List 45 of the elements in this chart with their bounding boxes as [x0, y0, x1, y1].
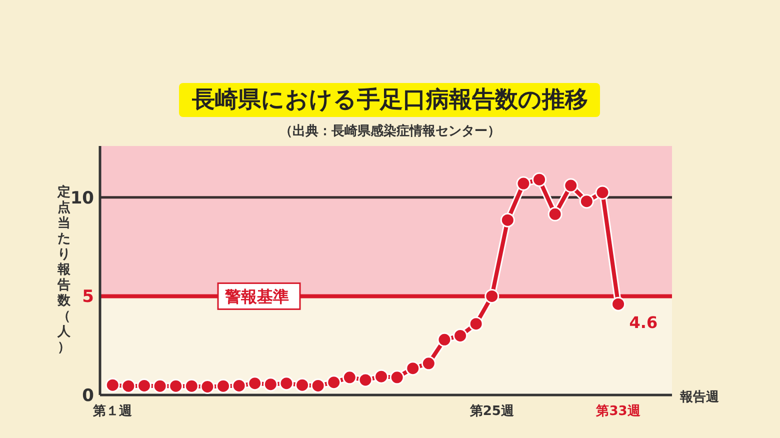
point: [595, 185, 610, 200]
point: [295, 378, 310, 392]
point: [406, 361, 420, 376]
point: [500, 212, 515, 228]
point: [358, 372, 373, 388]
point: [516, 176, 531, 191]
y-tick-label: 10: [70, 188, 94, 208]
point: [374, 369, 389, 384]
point: [564, 178, 578, 193]
text: 定点当たり報告数（人）: [58, 185, 70, 355]
point: [484, 288, 500, 304]
point: [468, 316, 484, 332]
x-axis-title: 報告週: [679, 389, 720, 405]
point: [121, 378, 136, 394]
annotation: 4.6: [629, 313, 658, 332]
x-tick-label: 第１週: [92, 404, 134, 419]
point: [279, 376, 294, 391]
point: [579, 194, 594, 209]
x-tick-label: 第25週: [468, 404, 515, 419]
point: [232, 378, 246, 393]
chart-subtitle: （出典：長崎県感染症情報センター）: [280, 123, 500, 139]
point: [152, 378, 168, 394]
chart-title: 長崎県における手足口病報告数の推移: [191, 87, 588, 113]
point: [548, 206, 562, 222]
point: [200, 379, 215, 394]
point: [105, 378, 120, 392]
y-tick-label: 5: [82, 287, 94, 308]
ref-line-label: 警報基準: [224, 287, 289, 306]
y-tick-label: 0: [82, 386, 94, 406]
point: [532, 172, 547, 187]
point: [310, 378, 326, 393]
point: [611, 296, 626, 312]
point: [216, 378, 230, 394]
point: [390, 370, 404, 385]
point: [453, 328, 468, 343]
point: [136, 378, 152, 393]
point: [437, 332, 452, 347]
point: [168, 378, 184, 394]
x-tick-label: 第33週: [595, 404, 642, 419]
point: [342, 370, 357, 385]
point: [326, 375, 342, 390]
point: [248, 376, 262, 391]
point: [263, 377, 278, 392]
point: [421, 356, 436, 371]
point: [184, 378, 199, 394]
